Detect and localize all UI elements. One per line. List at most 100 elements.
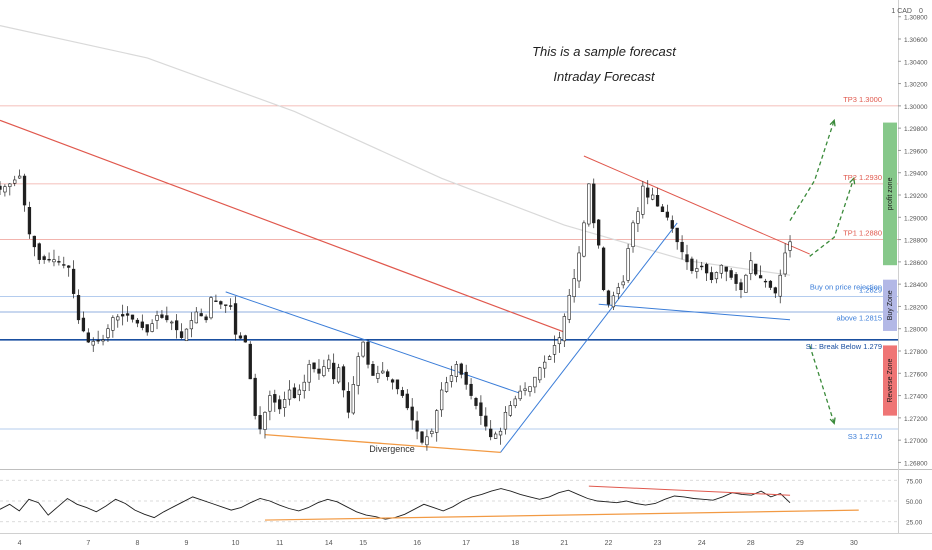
- price-candles: [0, 169, 792, 451]
- candle-body: [130, 314, 135, 320]
- candle-body: [219, 301, 223, 305]
- price-tick-label: 1.28400: [904, 282, 928, 289]
- candle-body: [636, 211, 640, 224]
- candle-body: [224, 304, 228, 306]
- candle-body: [199, 313, 203, 317]
- candle-body: [96, 340, 100, 342]
- candle-body: [454, 364, 459, 377]
- candle-body: [111, 317, 115, 331]
- time-tick-label: 24: [698, 540, 706, 547]
- candle-body: [106, 328, 110, 338]
- candle-body: [444, 382, 449, 392]
- candle-body: [616, 287, 620, 295]
- price-tick-label: 1.29000: [904, 215, 928, 222]
- candle-body: [783, 252, 787, 275]
- candle-body: [361, 341, 365, 357]
- time-tick-label: 7: [86, 540, 90, 547]
- candle-body: [37, 243, 41, 260]
- candle-body: [356, 356, 360, 386]
- candle-body: [366, 341, 370, 365]
- candle-body: [415, 420, 419, 432]
- candle-body: [57, 261, 61, 263]
- candle-body: [248, 343, 252, 380]
- intraday-forecast-title: Intraday Forecast: [553, 69, 656, 84]
- level-label-tp1: TP1 1.2880: [843, 229, 882, 238]
- time-tick-label: 16: [413, 540, 421, 547]
- candle-body: [194, 311, 198, 324]
- candle-body: [543, 361, 547, 369]
- candle-body: [317, 368, 321, 374]
- candle-body: [469, 383, 473, 396]
- price-tick-label: 1.27800: [904, 349, 928, 356]
- candle-body: [327, 359, 331, 369]
- candle-body: [179, 331, 184, 338]
- candle-body: [91, 341, 95, 346]
- candle-body: [513, 398, 517, 407]
- candle-body: [680, 241, 684, 253]
- candle-body: [209, 297, 213, 319]
- candle-body: [165, 315, 169, 321]
- candle-body: [263, 411, 267, 430]
- candle-body: [660, 206, 665, 213]
- candle-body: [562, 316, 566, 342]
- triangle-lower-line: [598, 303, 791, 321]
- rsi-support-line: [264, 509, 859, 521]
- candle-body: [86, 332, 90, 343]
- candle-body: [410, 406, 414, 421]
- candle-body: [278, 399, 282, 410]
- candle-body: [533, 376, 537, 388]
- time-tick-label: 29: [796, 540, 804, 547]
- price-tick-label: 1.28800: [904, 238, 928, 245]
- candle-body: [253, 377, 257, 416]
- forecast-arrow-tp3-head: [829, 118, 836, 127]
- candle-body: [754, 263, 758, 275]
- candle-body: [13, 179, 17, 184]
- time-tick-label: 10: [232, 540, 240, 547]
- candle-body: [493, 433, 498, 439]
- candle-body: [62, 264, 66, 266]
- candle-body: [650, 194, 655, 200]
- time-tick-label: 15: [359, 540, 367, 547]
- price-tick-label: 1.28200: [904, 304, 928, 311]
- zone-label-profit: profit zone: [887, 177, 894, 210]
- candle-body: [189, 320, 194, 330]
- candle-body: [655, 195, 660, 207]
- candle-body: [145, 324, 149, 333]
- level-labels: TP3 1.3000 TP2 1.2930 TP1 1.2880 1.2829Buy …: [806, 95, 882, 441]
- candle-body: [386, 371, 390, 377]
- level-label-sl: SL: Break Below 1.279: [806, 342, 882, 351]
- price-tick-label: 1.29200: [904, 193, 928, 200]
- price-tick-label: 1.28600: [904, 260, 928, 267]
- forecast-arrow-tp3: [789, 120, 835, 221]
- candle-body: [606, 290, 611, 305]
- candle-body: [336, 367, 341, 383]
- candle-body: [160, 314, 164, 318]
- currency-suffix: 0: [919, 8, 923, 15]
- candle-body: [405, 393, 409, 409]
- candle-body: [489, 428, 493, 438]
- candle-body: [430, 430, 434, 434]
- candle-body: [670, 220, 674, 229]
- candle-body: [729, 270, 733, 278]
- candle-body: [125, 313, 130, 316]
- candle-body: [420, 431, 424, 443]
- candle-body: [675, 227, 679, 243]
- price-tick-label: 1.28000: [904, 327, 928, 334]
- candle-body: [582, 222, 586, 257]
- candle-body: [626, 248, 630, 281]
- candle-body: [71, 268, 76, 294]
- time-tick-label: 30: [850, 540, 858, 547]
- triangle-top-line: [225, 291, 521, 394]
- candle-body: [135, 319, 140, 324]
- candle-body: [498, 430, 503, 436]
- candle-body: [371, 364, 375, 376]
- time-tick-label: 18: [511, 540, 519, 547]
- candle-body: [81, 317, 86, 332]
- candle-body: [341, 366, 346, 391]
- candle-body: [32, 235, 36, 248]
- candle-body: [700, 265, 704, 268]
- candle-body: [322, 366, 326, 376]
- candle-body: [547, 356, 552, 360]
